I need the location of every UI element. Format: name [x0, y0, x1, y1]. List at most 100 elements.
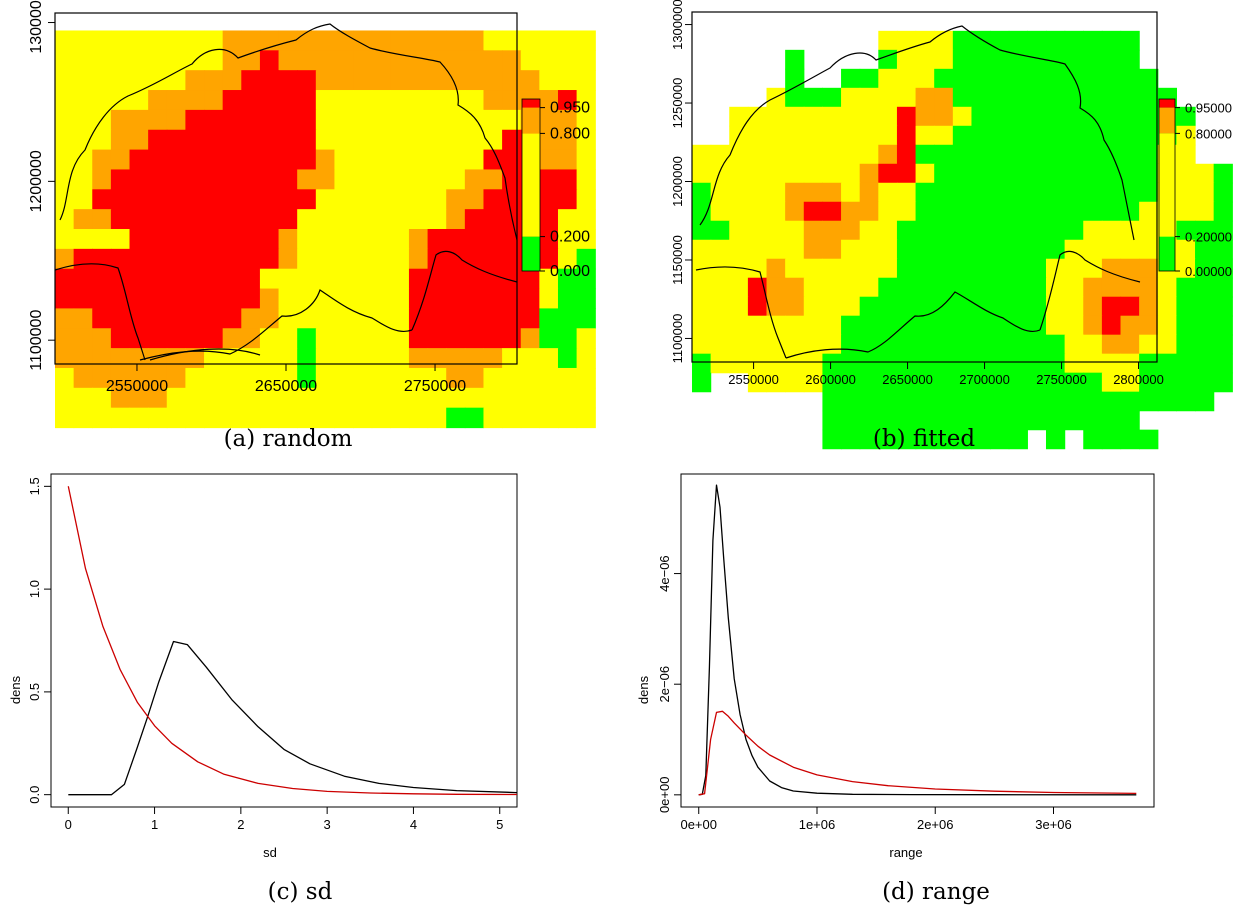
- panel-c-ytick-label: 0.5: [27, 683, 42, 701]
- panel-b-cell: [1045, 220, 1066, 241]
- panel-b-ytick-label: 1150000: [670, 235, 685, 285]
- panel-a-cell: [222, 109, 242, 131]
- panel-b-cell: [803, 201, 824, 222]
- panel-a-cell: [148, 90, 168, 111]
- panel-a-cell: [557, 288, 578, 310]
- panel-a-cell: [483, 30, 503, 51]
- panel-b-xtick-label: 2600000: [805, 372, 856, 387]
- panel-a-cell: [502, 229, 522, 250]
- panel-a-cell: [464, 149, 485, 171]
- panel-b-cell: [1195, 258, 1215, 279]
- panel-a-cell: [148, 189, 168, 210]
- panel-a-cell: [483, 90, 503, 111]
- panel-b-cell: [1139, 334, 1159, 355]
- panel-a-cell: [204, 189, 224, 210]
- panel-a-cell: [55, 129, 75, 151]
- panel-a-cell: [427, 70, 447, 91]
- panel-b-cell: [878, 258, 898, 279]
- panel-a-cell: [502, 149, 522, 171]
- panel-b-cell: [710, 239, 730, 260]
- panel-b-cell: [990, 429, 1010, 450]
- panel-b-cell: [785, 106, 805, 127]
- panel-a-cell: [464, 268, 485, 290]
- panel-b-cell: [841, 315, 861, 336]
- panel-b-cell: [1139, 372, 1159, 393]
- panel-b-cell: [878, 391, 898, 412]
- panel-a-cell: [259, 169, 280, 190]
- panel-b-cell: [915, 410, 935, 431]
- panel-a-cell: [129, 229, 149, 250]
- panel-a-cell: [278, 30, 298, 51]
- panel-a-ytick-label: 1100000: [28, 310, 45, 371]
- panel-b-cell: [1045, 258, 1066, 279]
- panel-b-cell: [1157, 277, 1177, 298]
- panel-b-cell: [952, 410, 973, 431]
- panel-a-cell: [483, 50, 503, 71]
- panel-a-cell: [539, 367, 559, 389]
- panel-a-cell: [371, 50, 391, 71]
- panel-a-cell: [185, 407, 205, 429]
- panel-b-cell: [785, 87, 805, 108]
- panel-b-cell: [841, 353, 861, 374]
- panel-a-cell: [241, 367, 261, 389]
- panel-b-cell: [1157, 372, 1177, 393]
- panel-b-cell: [1083, 220, 1103, 241]
- panel-a-cell: [353, 387, 373, 409]
- panel-a-cell: [520, 268, 540, 290]
- panel-a-cell: [185, 169, 205, 190]
- panel-a-cell: [483, 308, 503, 329]
- panel-a-cell: [185, 30, 205, 51]
- panel-a-cell: [427, 288, 447, 310]
- panel-b-cell: [692, 182, 712, 203]
- panel-b-cell: [896, 106, 917, 127]
- panel-a-cell: [539, 229, 559, 250]
- panel-a-cell: [315, 387, 336, 409]
- panel-b-cell: [1176, 201, 1196, 222]
- panel-a-cell: [92, 189, 112, 210]
- panel-b-cell: [1045, 87, 1066, 108]
- panel-a-cell: [148, 407, 168, 429]
- panel-c-ytick-label: 1.0: [27, 580, 42, 598]
- panel-a-cell: [73, 288, 93, 310]
- panel-b-cell: [859, 258, 879, 279]
- panel-a-cell: [55, 288, 75, 310]
- panel-b-cell: [710, 353, 730, 374]
- panel-b-cell: [766, 182, 786, 203]
- panel-a-cell: [334, 328, 354, 349]
- panel-b-cell: [859, 296, 879, 317]
- panel-a-cell: [166, 149, 186, 171]
- panel-a-cell: [166, 169, 186, 190]
- panel-b-xtick-label: 2750000: [1036, 372, 1087, 387]
- panel-b-cell: [990, 239, 1010, 260]
- panel-a-cell: [204, 407, 224, 429]
- panel-b-cell: [766, 372, 786, 393]
- panel-b-cell: [1083, 334, 1103, 355]
- panel-b-cell: [1195, 391, 1215, 412]
- panel-b-cell: [841, 296, 861, 317]
- panel-c: 0 1 2 3 4 5 0.0 0.5 1.0 1.5 sd dens (c) sd: [8, 473, 518, 905]
- panel-a-cell: [148, 129, 168, 151]
- panel-c-xtick-label: 1: [151, 817, 158, 832]
- panel-b-cell: [747, 258, 768, 279]
- panel-b-cell: [1064, 220, 1084, 241]
- panel-b-cell: [859, 277, 879, 298]
- panel-a-cell: [185, 268, 205, 290]
- panel-a-cell: [148, 50, 168, 71]
- panel-b-cell: [859, 372, 879, 393]
- panel-b-cell: [1120, 144, 1140, 165]
- panel-a-cell: [315, 90, 336, 111]
- panel-a-cell: [520, 367, 540, 389]
- panel-b-cell: [785, 201, 805, 222]
- panel-b-cell: [971, 391, 991, 412]
- panel-b-cell: [766, 125, 786, 146]
- panel-a-cell: [353, 407, 373, 429]
- panel-a-cell: [334, 248, 354, 270]
- panel-b-cell: [971, 315, 991, 336]
- panel-b-cell: [1139, 391, 1159, 412]
- panel-a-cell: [315, 407, 336, 429]
- panel-b-cell: [1139, 68, 1159, 89]
- panel-b-cell: [1008, 30, 1028, 51]
- panel-b-cell: [710, 315, 730, 336]
- panel-b-cell: [710, 277, 730, 298]
- panel-c-xtick-label: 2: [237, 817, 244, 832]
